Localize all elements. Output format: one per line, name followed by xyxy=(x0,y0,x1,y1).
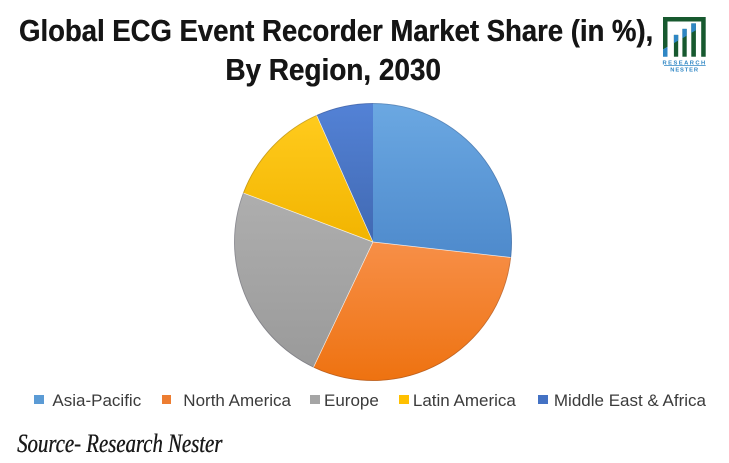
svg-text:RESEARCH: RESEARCH xyxy=(663,60,707,66)
svg-text:NESTER: NESTER xyxy=(670,67,699,73)
